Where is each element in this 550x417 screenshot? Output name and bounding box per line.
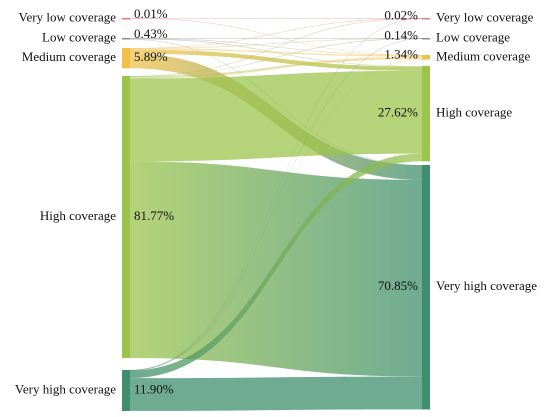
- flow: [130, 153, 422, 379]
- source-value-label: 0.01%: [134, 6, 168, 21]
- source-label: Very high coverage: [15, 382, 116, 397]
- flow: [130, 376, 422, 411]
- target-value-label: 0.14%: [384, 28, 418, 43]
- flow: [130, 38, 422, 371]
- flow: [130, 38, 422, 56]
- source-value-label: 11.90%: [134, 382, 174, 397]
- target-label: High coverage: [436, 105, 512, 120]
- source-label: Very low coverage: [19, 10, 117, 25]
- target-value-label: 27.62%: [378, 105, 418, 120]
- source-node: [122, 370, 130, 412]
- target-node: [422, 38, 430, 40]
- flow: [130, 56, 422, 79]
- source-node: [122, 38, 130, 40]
- flow: [130, 38, 422, 39]
- flow: [130, 18, 422, 56]
- target-label: Low coverage: [436, 30, 510, 45]
- links: [130, 18, 422, 411]
- flow: [130, 59, 422, 371]
- flow: [130, 38, 422, 49]
- source-label: High coverage: [40, 208, 116, 223]
- target-label: Very high coverage: [436, 278, 537, 293]
- flow: [130, 18, 422, 19]
- source-value-label: 0.43%: [134, 26, 168, 41]
- source-node: [122, 48, 130, 69]
- flow: [130, 38, 422, 77]
- flow: [130, 48, 422, 57]
- target-value-label: 1.34%: [384, 46, 418, 61]
- source-node: [122, 76, 130, 359]
- flow: [130, 18, 422, 77]
- target-node: [422, 165, 430, 410]
- source-label: Low coverage: [42, 30, 116, 45]
- nodes: Very low coverage 0.01% Low coverage 0.43% M…: [15, 6, 537, 412]
- flow: [130, 49, 422, 71]
- flow: [130, 18, 422, 49]
- source-value-label: 81.77%: [134, 208, 174, 223]
- target-node: [422, 18, 430, 20]
- source-label: Medium coverage: [22, 49, 116, 64]
- target-node: [422, 66, 430, 162]
- source-value-label: 5.89%: [134, 49, 168, 64]
- source-node: [122, 18, 130, 20]
- target-label: Medium coverage: [436, 48, 530, 63]
- target-value-label: 70.85%: [378, 278, 418, 293]
- flow: [130, 18, 422, 371]
- target-value-label: 0.02%: [384, 8, 418, 23]
- flow: [130, 70, 422, 162]
- target-node: [422, 55, 430, 60]
- target-label: Very low coverage: [436, 10, 534, 25]
